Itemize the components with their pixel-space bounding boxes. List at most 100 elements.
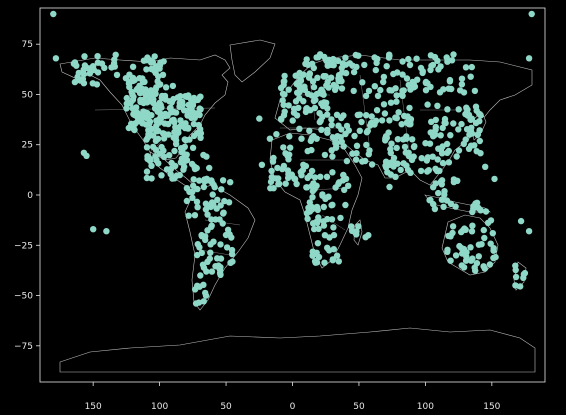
data-point xyxy=(289,117,296,124)
data-point xyxy=(185,125,192,132)
data-point xyxy=(406,61,414,69)
data-point xyxy=(285,102,292,109)
data-point xyxy=(403,135,410,142)
data-point xyxy=(368,161,376,168)
data-point xyxy=(103,228,110,235)
data-point xyxy=(335,258,342,265)
data-point xyxy=(199,261,207,268)
data-point xyxy=(328,216,336,223)
data-point xyxy=(366,147,373,154)
data-point xyxy=(353,150,360,157)
data-point xyxy=(129,63,137,70)
data-point xyxy=(316,118,323,126)
data-point xyxy=(386,52,393,60)
data-point xyxy=(295,104,302,112)
data-point xyxy=(174,94,182,101)
data-point xyxy=(338,138,345,145)
data-point xyxy=(435,189,442,197)
data-point xyxy=(330,61,337,69)
data-point xyxy=(446,78,454,85)
data-point xyxy=(440,203,447,210)
data-point xyxy=(167,165,175,173)
data-point xyxy=(227,179,234,186)
data-point xyxy=(339,69,346,76)
x-tick-label: 150 xyxy=(483,402,500,412)
data-point xyxy=(81,62,89,69)
data-point xyxy=(162,84,170,91)
data-point xyxy=(365,232,372,239)
data-point xyxy=(50,10,57,18)
data-point xyxy=(484,219,492,226)
data-point xyxy=(317,173,324,180)
data-point xyxy=(194,241,201,248)
data-point xyxy=(208,177,215,184)
data-point xyxy=(307,137,314,145)
data-point xyxy=(410,81,418,88)
data-point xyxy=(136,89,144,97)
data-point xyxy=(472,200,479,207)
data-point xyxy=(70,60,78,67)
data-point xyxy=(158,143,165,151)
data-point xyxy=(200,151,207,159)
data-point xyxy=(324,126,331,134)
data-point xyxy=(352,156,360,163)
data-point xyxy=(458,75,466,82)
data-point xyxy=(147,59,155,66)
data-point xyxy=(153,63,160,70)
data-point xyxy=(153,103,160,110)
data-point xyxy=(204,211,211,218)
data-point xyxy=(166,152,173,159)
data-point xyxy=(418,155,425,162)
data-point xyxy=(455,106,462,113)
data-point xyxy=(196,105,203,112)
data-point xyxy=(326,234,333,241)
data-point xyxy=(335,179,343,186)
data-point xyxy=(419,69,426,77)
data-point xyxy=(219,220,226,227)
data-point xyxy=(427,129,434,136)
data-point xyxy=(144,153,151,160)
data-point xyxy=(329,153,336,160)
data-point xyxy=(285,171,292,178)
data-point xyxy=(482,208,490,215)
data-point xyxy=(465,145,473,152)
data-point xyxy=(123,105,130,112)
data-point xyxy=(492,253,499,261)
x-tick-label: 50 xyxy=(353,402,365,412)
data-point xyxy=(393,144,400,152)
data-point xyxy=(432,123,439,131)
data-point xyxy=(401,143,409,151)
data-point xyxy=(403,162,410,169)
data-point xyxy=(452,252,460,259)
data-point xyxy=(256,115,263,122)
data-point xyxy=(143,66,150,73)
data-point xyxy=(277,84,285,92)
data-point xyxy=(332,184,339,191)
data-point xyxy=(486,261,494,268)
data-point xyxy=(93,81,101,88)
data-point xyxy=(489,230,496,237)
data-point xyxy=(435,66,442,73)
data-point xyxy=(171,118,178,126)
data-point xyxy=(126,71,133,78)
data-point xyxy=(296,125,303,132)
data-point xyxy=(314,206,321,214)
data-point xyxy=(189,188,196,196)
data-point xyxy=(172,136,179,143)
data-point xyxy=(338,85,346,92)
data-point xyxy=(352,51,359,59)
data-point xyxy=(331,86,339,94)
data-point xyxy=(169,82,177,90)
data-point xyxy=(328,202,335,209)
data-point xyxy=(469,222,476,229)
coastline-greenland xyxy=(229,39,276,83)
data-point xyxy=(193,198,201,205)
data-point xyxy=(285,86,292,93)
data-point xyxy=(528,10,535,18)
data-point xyxy=(143,168,151,175)
data-point xyxy=(154,135,162,142)
data-point xyxy=(392,173,399,180)
data-point xyxy=(296,88,303,96)
data-point xyxy=(452,203,459,210)
data-point xyxy=(472,103,480,110)
